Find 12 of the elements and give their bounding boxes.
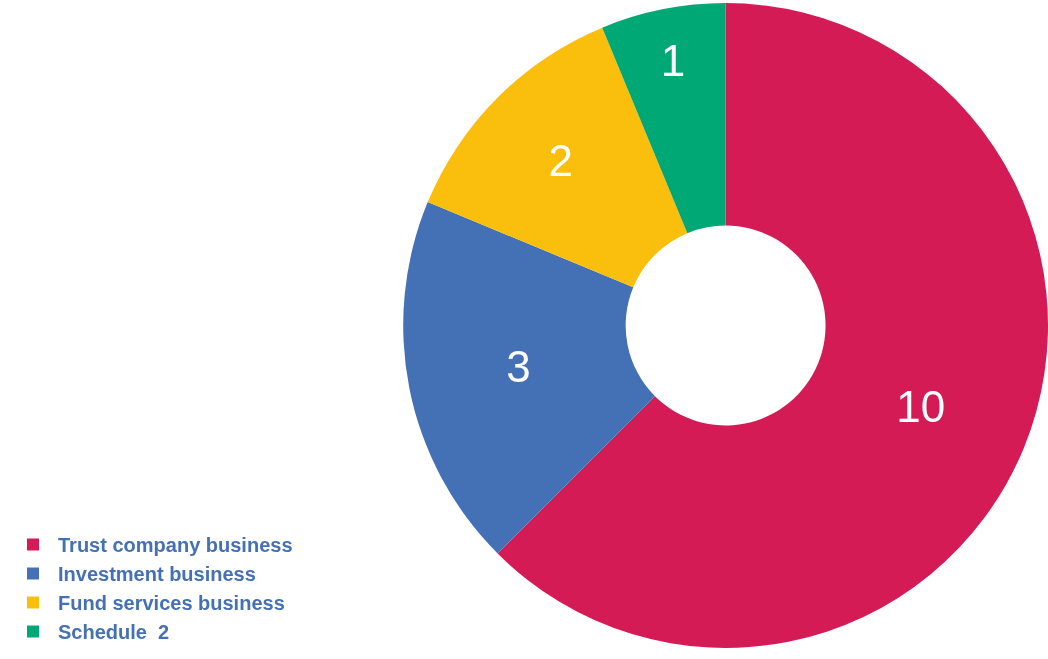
legend-label: Fund services business <box>58 592 285 615</box>
data-label: 1 <box>660 36 686 86</box>
data-label: 10 <box>896 381 946 431</box>
donut-slice <box>403 202 655 554</box>
data-label: 3 <box>506 342 531 392</box>
donut-slice <box>602 3 726 234</box>
donut-slice <box>427 27 688 288</box>
legend-label: Trust company business <box>58 534 293 557</box>
legend-label: Schedule 2 <box>58 621 170 644</box>
donut-slice <box>497 3 1048 648</box>
data-label: 2 <box>548 136 573 186</box>
legend-label: Investment business <box>58 563 256 586</box>
